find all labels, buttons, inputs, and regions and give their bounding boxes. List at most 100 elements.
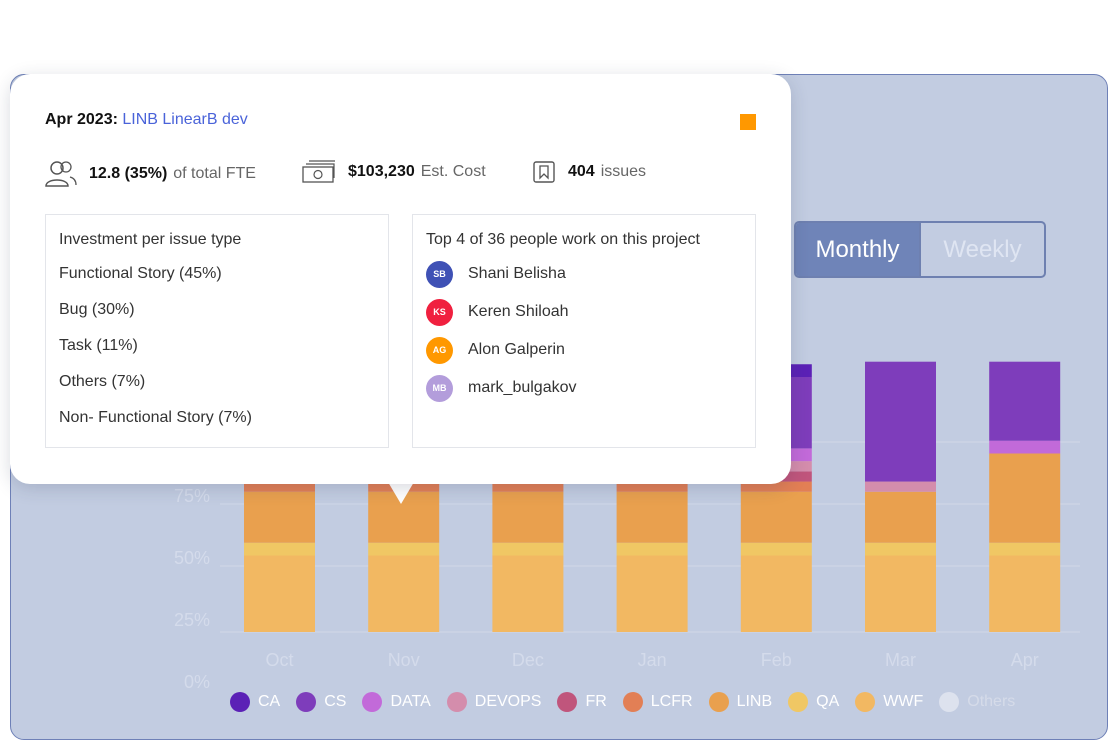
legend-label: LINB xyxy=(736,693,773,710)
x-tick-label: Dec xyxy=(512,650,544,670)
bar-segment-qa[interactable] xyxy=(368,542,440,556)
bar-segment-linb[interactable] xyxy=(616,491,688,543)
project-tooltip: Apr 2023: LINB LinearB dev 12.8 (35%) of… xyxy=(10,74,791,484)
bar-segment-lcfr[interactable] xyxy=(244,481,315,492)
investment-row: Bug (30%) xyxy=(59,301,135,318)
legend-label: WWF xyxy=(883,693,924,710)
bar-segment-devops[interactable] xyxy=(865,481,936,492)
people-box: Top 4 of 36 people work on this project … xyxy=(412,214,756,448)
bar-segment-linb[interactable] xyxy=(989,453,1061,543)
legend-dot-icon xyxy=(362,692,383,712)
x-tick-label: Feb xyxy=(761,650,792,670)
bar-segment-wwf[interactable] xyxy=(989,555,1061,633)
legend-item-data[interactable]: DATA xyxy=(362,692,431,712)
person-item[interactable]: KS Keren Shiloah xyxy=(426,298,742,326)
legend-dot-icon xyxy=(788,692,809,712)
bar-segment-wwf[interactable] xyxy=(368,555,440,633)
legend-label: LCFR xyxy=(650,693,693,710)
people-header: Top 4 of 36 people work on this project xyxy=(426,231,700,248)
bar-segment-linb[interactable] xyxy=(244,491,315,543)
avatar: KS xyxy=(426,298,453,326)
legend-item-lcfr[interactable]: LCFR xyxy=(622,692,693,712)
legend-item-ca[interactable]: CA xyxy=(230,692,280,712)
bar-segment-qa[interactable] xyxy=(989,542,1061,556)
avatar: AG xyxy=(426,336,453,364)
x-tick-label: Jan xyxy=(638,650,667,670)
fte-stat: 12.8 (35%) of total FTE xyxy=(44,160,256,188)
legend-dot-icon xyxy=(446,692,467,712)
x-tick-label: Nov xyxy=(388,650,420,670)
tooltip-project-link[interactable]: LINB LinearB dev xyxy=(122,111,248,128)
bookmark-icon xyxy=(533,161,555,183)
legend-item-linb[interactable]: LINB xyxy=(708,692,773,712)
avatar: MB xyxy=(426,374,453,402)
bar-segment-qa[interactable] xyxy=(616,542,688,556)
legend-dot-icon xyxy=(230,692,250,712)
investment-box: Investment per issue type Functional Sto… xyxy=(45,214,389,448)
bar-segment-cs[interactable] xyxy=(989,361,1061,441)
legend-label: Others xyxy=(967,693,1016,710)
bar-segment-cs[interactable] xyxy=(865,361,936,482)
tooltip-title: Apr 2023: LINB LinearB dev xyxy=(45,111,248,129)
bar-segment-linb[interactable] xyxy=(865,491,936,543)
bar-segment-qa[interactable] xyxy=(865,542,936,556)
person-item[interactable]: MB mark_bulgakov xyxy=(426,374,742,402)
legend-item-others[interactable]: Others xyxy=(939,692,1015,712)
legend-dot-icon xyxy=(708,692,729,712)
weekly-toggle-button[interactable]: Weekly xyxy=(919,223,1044,276)
tooltip-date: Apr 2023: xyxy=(45,111,118,128)
bar-segment-lcfr[interactable] xyxy=(616,481,688,492)
bar-segment-lcfr[interactable] xyxy=(740,481,812,492)
bar-segment-qa[interactable] xyxy=(244,542,315,556)
legend-label: DEVOPS xyxy=(474,693,542,710)
investment-row: Functional Story (45%) xyxy=(59,265,222,282)
period-toggle[interactable]: Monthly Weekly xyxy=(794,221,1046,278)
bar-segment-wwf[interactable] xyxy=(616,555,688,633)
people-icon xyxy=(45,161,77,187)
legend-dot-icon xyxy=(557,692,578,712)
x-tick-label: Apr xyxy=(1011,650,1039,670)
chart-legend: CA CS DATA DEVOPS FR LCFR LINB QA WWF Ot… xyxy=(230,692,1015,712)
fte-value: 12.8 (35%) xyxy=(89,165,168,182)
bar-segment-wwf[interactable] xyxy=(740,555,812,633)
investment-header: Investment per issue type xyxy=(59,231,242,248)
project-color-marker xyxy=(740,114,756,130)
bar-segment-linb[interactable] xyxy=(740,491,812,543)
tooltip-arrow xyxy=(388,482,414,504)
bar-segment-lcfr[interactable] xyxy=(492,481,564,492)
x-tick-label: Mar xyxy=(885,650,916,670)
bar-segment-wwf[interactable] xyxy=(492,555,564,633)
fte-label: of total FTE xyxy=(173,165,256,182)
bar-segment-wwf[interactable] xyxy=(865,555,936,633)
legend-item-qa[interactable]: QA xyxy=(788,692,839,712)
legend-dot-icon xyxy=(939,692,960,712)
legend-label: QA xyxy=(816,693,840,710)
bar-segment-qa[interactable] xyxy=(740,542,812,556)
person-item[interactable]: AG Alon Galperin xyxy=(426,336,742,364)
y-tick-label: 0% xyxy=(184,672,210,692)
money-icon xyxy=(302,160,335,183)
issues-stat: 404 issues xyxy=(532,160,646,184)
legend-label: CA xyxy=(258,693,281,710)
investment-row: Others (7%) xyxy=(59,373,146,390)
person-name: mark_bulgakov xyxy=(468,379,577,396)
legend-item-cs[interactable]: CS xyxy=(296,692,346,712)
legend-dot-icon xyxy=(855,692,876,712)
bar-segment-qa[interactable] xyxy=(492,542,564,556)
legend-item-wwf[interactable]: WWF xyxy=(855,692,923,712)
y-tick-label: 75% xyxy=(174,486,210,506)
legend-item-devops[interactable]: DEVOPS xyxy=(446,692,542,712)
issues-label: issues xyxy=(600,163,647,180)
bar-segment-data[interactable] xyxy=(989,440,1061,454)
legend-label: CS xyxy=(324,693,347,710)
legend-item-fr[interactable]: FR xyxy=(557,692,607,712)
investment-row: Task (11%) xyxy=(59,337,138,354)
person-name: Keren Shiloah xyxy=(468,303,569,320)
monthly-toggle-button[interactable]: Monthly xyxy=(796,223,919,276)
cost-value: $103,230 xyxy=(348,163,415,180)
bar-segment-linb[interactable] xyxy=(492,491,564,543)
legend-label: FR xyxy=(585,693,607,710)
person-item[interactable]: SB Shani Belisha xyxy=(426,260,742,288)
legend-label: DATA xyxy=(390,693,431,710)
bar-segment-wwf[interactable] xyxy=(244,555,315,633)
